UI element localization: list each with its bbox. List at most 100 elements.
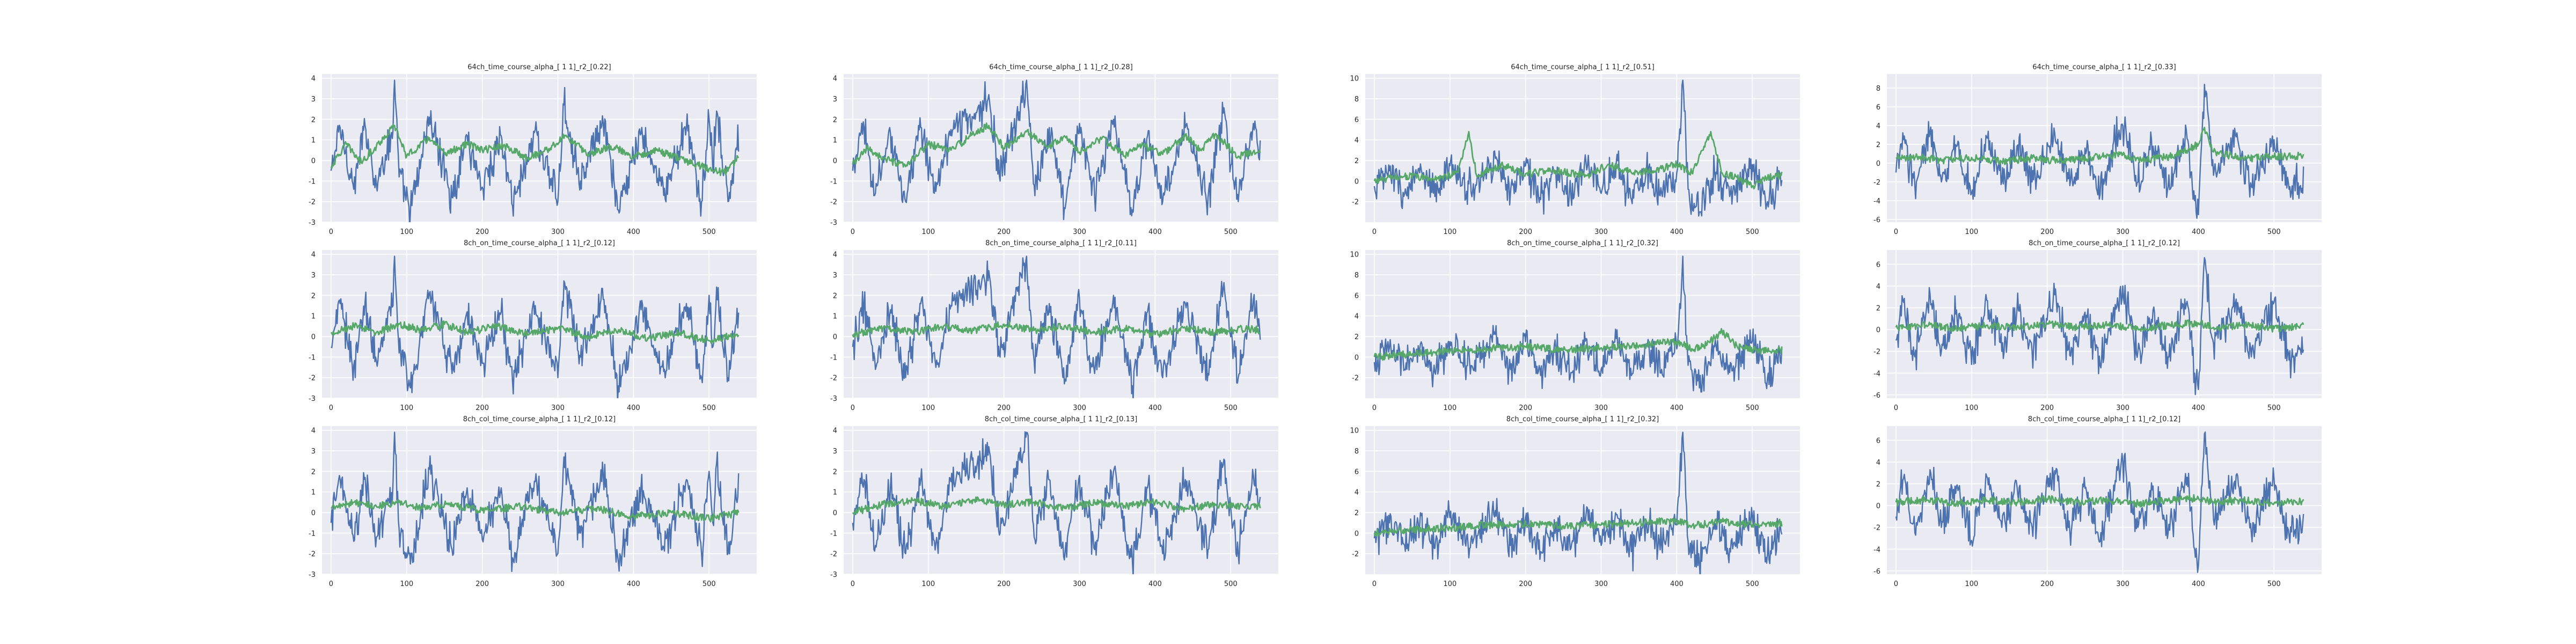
y-tick-label: 0 <box>311 157 316 165</box>
y-tick-label: 0 <box>833 333 837 341</box>
x-tick-label: 500 <box>2267 228 2281 236</box>
series-line-green <box>1895 319 2304 333</box>
y-tick-label: 4 <box>1355 313 1359 321</box>
y-tick-label: 0 <box>311 333 316 341</box>
x-tick-label: 100 <box>400 228 413 236</box>
x-tick-label: 100 <box>1443 228 1457 236</box>
x-tick-label: 400 <box>1148 580 1162 588</box>
subplot-11: 0 100 200 300 400 500 -2 0 2 4 6 8 10 8ch_col_time_co… <box>1350 415 1800 588</box>
subplot-12: 0 100 200 300 400 500 -6 -4 -2 0 2 4 6 8ch_col_time_c… <box>1874 415 2322 588</box>
y-tick-label: 6 <box>1355 468 1359 476</box>
y-tick-label: 6 <box>1876 261 1880 269</box>
series-line-blue <box>852 255 1261 398</box>
x-tick-label: 100 <box>1443 404 1457 412</box>
x-tick-label: 0 <box>1894 228 1898 236</box>
x-tick-label: 100 <box>921 228 935 236</box>
series-line-green <box>852 122 1261 168</box>
x-tick-label: 200 <box>997 580 1011 588</box>
subplot-3: 0 100 200 300 400 500 -2 0 2 4 6 8 10 64ch_time_cours… <box>1350 63 1800 236</box>
y-tick-label: 3 <box>833 96 837 104</box>
x-tick-label: 400 <box>1148 404 1162 412</box>
series-line-green <box>1896 127 2304 165</box>
subplot-title: 8ch_col_time_course_alpha_[ 1 1]_r2_[0.1… <box>2028 415 2180 423</box>
x-tick-label: 500 <box>1746 580 1759 588</box>
y-tick-label: -1 <box>309 354 316 362</box>
x-tick-label: 0 <box>1372 580 1377 588</box>
y-tick-label: 2 <box>311 116 316 124</box>
subplot-title: 64ch_time_course_alpha_[ 1 1]_r2_[0.22] <box>467 63 611 71</box>
y-tick-label: -3 <box>830 219 837 227</box>
x-tick-label: 500 <box>1224 404 1238 412</box>
y-tick-label: 10 <box>1350 427 1359 435</box>
x-tick-label: 400 <box>2192 580 2205 588</box>
subplot-10: 0 100 200 300 400 500 -3 -2 -1 0 1 2 3 4 8ch_col_time_… <box>830 415 1278 588</box>
y-tick-label: 6 <box>1876 437 1880 445</box>
y-tick-label: 0 <box>1876 160 1880 168</box>
y-tick-label: 4 <box>833 427 837 435</box>
series-line-blue <box>852 79 1261 221</box>
y-tick-label: 0 <box>833 157 837 165</box>
y-tick-label: -3 <box>309 395 316 403</box>
y-tick-label: -3 <box>309 219 316 227</box>
y-tick-label: -3 <box>830 571 837 579</box>
y-tick-label: -2 <box>830 551 837 559</box>
subplot-title: 8ch_col_time_course_alpha_[ 1 1]_r2_[0.1… <box>985 415 1137 423</box>
series-line-blue <box>1373 431 1783 574</box>
x-tick-label: 200 <box>997 228 1011 236</box>
x-tick-label: 300 <box>2116 228 2129 236</box>
y-tick-label: 6 <box>1355 116 1359 124</box>
y-tick-label: 6 <box>1876 104 1880 112</box>
x-tick-label: 200 <box>475 228 489 236</box>
y-tick-label: 2 <box>311 292 316 300</box>
x-tick-label: 500 <box>2267 580 2281 588</box>
y-tick-label: 4 <box>1876 459 1880 467</box>
series-line-blue <box>331 255 740 398</box>
subplot-title: 8ch_col_time_course_alpha_[ 1 1]_r2_[0.3… <box>1506 415 1659 423</box>
x-tick-label: 400 <box>1670 404 1684 412</box>
y-tick-label: -2 <box>830 199 837 207</box>
y-tick-label: -2 <box>830 375 837 383</box>
y-tick-label: 8 <box>1876 85 1880 93</box>
series-line-blue <box>1373 255 1783 393</box>
y-tick-label: 3 <box>833 448 837 456</box>
x-tick-label: 400 <box>2192 404 2205 412</box>
series-line-green <box>331 499 740 523</box>
series-line-green <box>1373 517 1783 537</box>
y-tick-label: -2 <box>309 551 316 559</box>
x-tick-label: 200 <box>1519 228 1532 236</box>
y-tick-label: 4 <box>311 75 316 83</box>
x-tick-label: 0 <box>1894 404 1898 412</box>
series-line-green <box>852 321 1261 338</box>
x-tick-label: 500 <box>702 228 716 236</box>
y-tick-label: 2 <box>1876 305 1880 313</box>
x-tick-label: 300 <box>551 228 565 236</box>
plot-area <box>1365 74 1800 222</box>
y-tick-label: 0 <box>1355 178 1359 186</box>
subplot-6: 0 100 200 300 400 500 -3 -2 -1 0 1 2 3 4 8ch_on_time_c… <box>830 239 1278 412</box>
y-tick-label: -1 <box>309 178 316 186</box>
y-tick-label: -1 <box>830 354 837 362</box>
x-tick-label: 300 <box>1594 580 1608 588</box>
plot-area <box>1365 426 1800 574</box>
subplot-title: 8ch_col_time_course_alpha_[ 1 1]_r2_[0.1… <box>463 415 616 423</box>
y-tick-label: 10 <box>1350 251 1359 259</box>
subplot-title: 64ch_time_course_alpha_[ 1 1]_r2_[0.51] <box>1511 63 1654 71</box>
x-tick-label: 300 <box>1594 404 1608 412</box>
plot-area <box>844 74 1278 222</box>
y-tick-label: -2 <box>1874 348 1880 356</box>
y-tick-label: 8 <box>1355 448 1359 456</box>
x-tick-label: 400 <box>1148 228 1162 236</box>
x-tick-label: 500 <box>1746 404 1759 412</box>
y-tick-label: 0 <box>1355 530 1359 538</box>
y-tick-label: 8 <box>1355 96 1359 104</box>
series-line-blue <box>330 431 740 572</box>
subplot-title: 8ch_on_time_course_alpha_[ 1 1]_r2_[0.12… <box>2029 239 2180 247</box>
y-tick-label: -4 <box>1874 546 1880 554</box>
series-line-blue <box>1895 257 2304 396</box>
subplot-8: 0 100 200 300 400 500 -6 -4 -2 0 2 4 6 8ch_on_time_co… <box>1874 239 2322 412</box>
x-tick-label: 0 <box>851 580 855 588</box>
x-tick-label: 100 <box>1965 404 1978 412</box>
x-tick-label: 0 <box>851 404 855 412</box>
subplot-7: 0 100 200 300 400 500 -2 0 2 4 6 8 10 8ch_on_time_cou… <box>1350 239 1800 412</box>
series-line-green <box>1373 328 1783 361</box>
